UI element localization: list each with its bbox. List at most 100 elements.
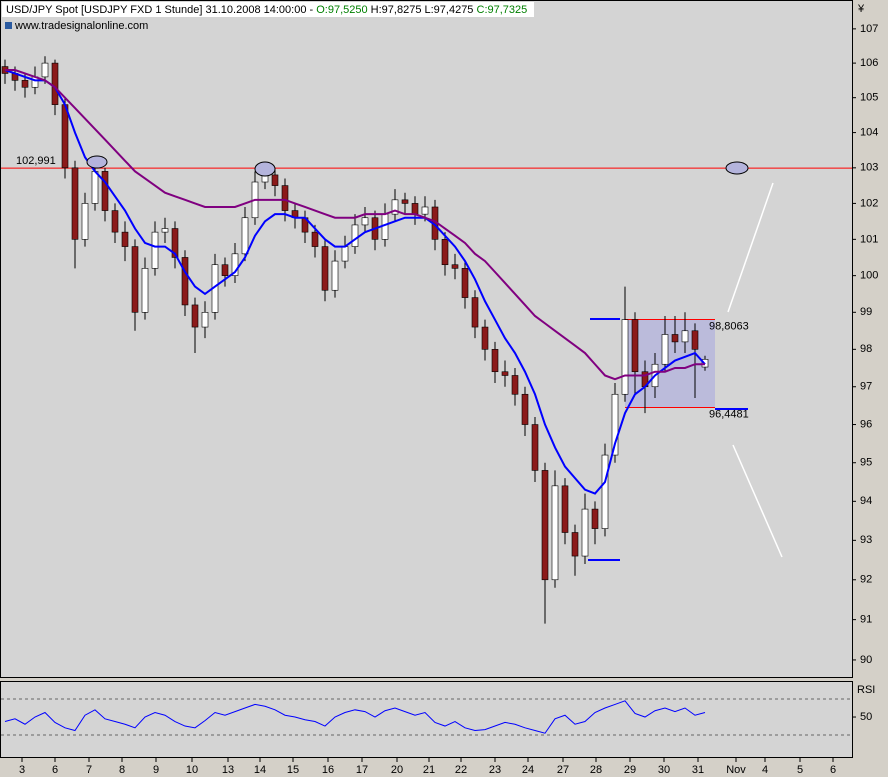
candle-body <box>191 304 199 328</box>
ellipse-marker <box>725 161 749 175</box>
candle-body <box>491 349 499 373</box>
candle-body <box>401 199 409 204</box>
candle-body <box>201 311 209 328</box>
x-tick-label: Nov <box>726 764 746 776</box>
y-tick-label: 100 <box>860 270 878 282</box>
x-tick-label: 24 <box>522 764 534 776</box>
moving-average <box>4 69 706 495</box>
candle-body <box>411 203 419 215</box>
candle-body <box>631 319 639 373</box>
x-tick-label: 30 <box>658 764 670 776</box>
candle-body <box>121 231 129 247</box>
candle-body <box>621 319 629 395</box>
x-tick-label: 9 <box>153 764 159 776</box>
candle-body <box>661 334 669 365</box>
candle-body <box>591 508 599 529</box>
range-bottom-label: 96,4481 <box>709 408 749 420</box>
x-tick-label: 31 <box>692 764 704 776</box>
candle-body <box>361 217 369 226</box>
main-panel <box>0 0 853 678</box>
x-tick-label: 16 <box>322 764 334 776</box>
candle-body <box>241 217 249 255</box>
rsi-panel <box>0 681 853 758</box>
y-tick-label: 97 <box>860 381 872 393</box>
source: www.tradesignalonline.com <box>14 20 148 32</box>
x-tick-label: 8 <box>119 764 125 776</box>
reference-label: 102,991 <box>16 155 56 167</box>
x-tick-label: 6 <box>830 764 836 776</box>
candle-body <box>671 334 679 343</box>
candle-body <box>111 210 119 233</box>
projection-line <box>727 182 774 313</box>
candle-body <box>321 246 329 291</box>
y-tick-label: 91 <box>860 614 872 626</box>
y-tick-label: 99 <box>860 306 872 318</box>
candle-body <box>681 330 689 343</box>
y-tick-label: 96 <box>860 418 872 430</box>
x-tick-label: 7 <box>86 764 92 776</box>
candle-body <box>91 171 99 204</box>
candle-body <box>551 485 559 581</box>
y-tick-label: 94 <box>860 495 872 507</box>
x-tick-label: 6 <box>52 764 58 776</box>
moving-average <box>5 68 705 381</box>
x-tick-label: 10 <box>186 764 198 776</box>
y-tick-label: 92 <box>860 574 872 586</box>
candle-body <box>131 246 139 313</box>
y-tick-label: 107 <box>860 23 878 35</box>
ellipse-marker <box>86 155 108 169</box>
currency-symbol: ¥ <box>857 3 865 15</box>
candle-body <box>271 174 279 186</box>
ohlc-label: O:97,5250 <box>316 4 367 16</box>
candle-body <box>41 62 49 78</box>
candle-body <box>571 532 579 557</box>
candle-body <box>21 80 29 88</box>
candle-body <box>471 297 479 328</box>
source-icon <box>5 22 12 29</box>
ohlc-label: H:97,8275 L:97,4275 <box>371 4 474 16</box>
candle-body <box>151 231 159 269</box>
x-tick-label: 29 <box>624 764 636 776</box>
x-tick-label: 5 <box>797 764 803 776</box>
candle-body <box>181 257 189 306</box>
candle-body <box>601 454 609 529</box>
x-tick-label: 22 <box>455 764 467 776</box>
x-tick-label: 20 <box>391 764 403 776</box>
candle-body <box>141 268 149 313</box>
candle-body <box>391 199 399 215</box>
chart-title: USD/JPY Spot [USDJPY FXD 1 Stunde] 31.10… <box>6 4 313 16</box>
y-tick-label: 104 <box>860 126 878 138</box>
x-tick-label: 4 <box>762 764 768 776</box>
candle-body <box>281 185 289 211</box>
candle-body <box>441 239 449 266</box>
candle-body <box>691 330 699 350</box>
candle-body <box>381 213 389 240</box>
candle-body <box>221 264 229 276</box>
y-tick-label: 102 <box>860 197 878 209</box>
y-tick-label: 93 <box>860 534 872 546</box>
y-tick-label: 105 <box>860 92 878 104</box>
candle-body <box>421 206 429 215</box>
x-tick-label: 28 <box>590 764 602 776</box>
ellipse-marker <box>254 161 276 177</box>
range-top-label: 98,8063 <box>709 320 749 332</box>
x-tick-label: 15 <box>287 764 299 776</box>
y-tick-label: 103 <box>860 162 878 174</box>
candle-body <box>351 224 359 247</box>
candle-body <box>541 470 549 581</box>
projection-line <box>732 444 783 558</box>
candle-body <box>461 268 469 298</box>
candle-body <box>581 508 589 557</box>
rsi-line <box>4 700 706 734</box>
y-tick-label: 90 <box>860 654 872 666</box>
x-tick-label: 14 <box>254 764 266 776</box>
y-tick-label: 101 <box>860 233 878 245</box>
rsi-label: RSI <box>857 684 875 696</box>
candle-body <box>521 393 529 425</box>
candle-body <box>511 375 519 395</box>
header: USD/JPY Spot [USDJPY FXD 1 Stunde] 31.10… <box>6 4 527 16</box>
candle-body <box>341 246 349 262</box>
candle-body <box>61 104 69 169</box>
candle-body <box>561 485 569 533</box>
